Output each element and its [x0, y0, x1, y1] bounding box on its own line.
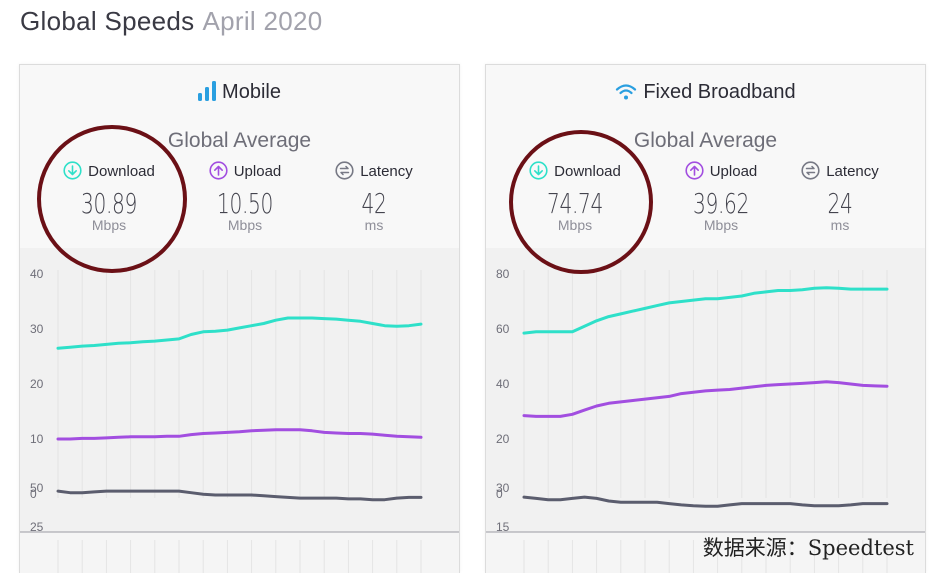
upload-value: 39.62 [693, 187, 749, 220]
upload-unit: Mbps [703, 217, 739, 233]
download-metric: Download 74.74 Mbps [515, 161, 635, 233]
latency-tick-label: 50 [30, 481, 44, 495]
download-unit: Mbps [91, 217, 127, 233]
upload-value: 10.50 [217, 187, 273, 220]
grid-lines [523, 270, 888, 573]
upload-line [56, 428, 423, 441]
latency-unit: ms [830, 217, 850, 233]
latency-tick-label: 30 [496, 481, 510, 495]
upload-unit: Mbps [227, 217, 263, 233]
download-unit: Mbps [557, 217, 593, 233]
download-line [56, 316, 423, 350]
y-tick-label: 0 [30, 487, 37, 501]
latency-tick-label: 25 [30, 520, 44, 534]
latency-chart-bg [486, 532, 925, 573]
global-average-label: Global Average [167, 129, 312, 152]
y-tick-label: 80 [496, 267, 510, 281]
download-value: 30.89 [81, 187, 137, 220]
latency-metric: Latency 24 ms [780, 161, 900, 233]
wifi-icon [615, 83, 637, 107]
y-tick-label: 40 [496, 377, 510, 391]
global-average-label: Global Average [633, 129, 778, 152]
latency-value: 24 [827, 187, 853, 220]
upload-label: Upload [233, 163, 282, 180]
upload-metric: Upload 10.50 Mbps [185, 161, 305, 233]
download-label: Download [88, 163, 155, 180]
y-tick-label: 0 [496, 487, 503, 501]
latency-icon [801, 161, 820, 184]
page-subtitle: April 2020 [202, 6, 323, 36]
upload-arrow-icon [209, 161, 228, 184]
download-metric: Download 30.89 Mbps [49, 161, 169, 233]
latency-tick-label: 15 [496, 520, 510, 534]
page-title-main: Global Speeds [20, 6, 195, 36]
page-title: Global Speeds April 2020 [20, 6, 323, 37]
y-tick-label: 40 [30, 267, 44, 281]
download-label: Download [554, 163, 621, 180]
fixed-broadband-chart: 0 20 40 60 80 15 30 [486, 267, 925, 573]
mobile-panel: Mobile Global Average Download 30.89 Mbp… [19, 64, 460, 573]
grid-lines [57, 270, 422, 573]
signal-bars-icon [198, 81, 217, 107]
latency-unit: ms [364, 217, 384, 233]
latency-metric: Latency 42 ms [314, 161, 434, 233]
y-tick-label: 30 [30, 322, 44, 336]
download-arrow-icon [63, 161, 82, 184]
latency-label: Latency [826, 163, 879, 180]
mobile-summary: Mobile Global Average Download 30.89 Mbp… [20, 65, 459, 248]
panel-title-text: Mobile [222, 81, 281, 103]
upload-arrow-icon [685, 161, 704, 184]
y-tick-label: 20 [30, 377, 44, 391]
y-tick-label: 10 [30, 432, 44, 446]
latency-chart-bg [20, 532, 459, 573]
upload-metric: Upload 39.62 Mbps [661, 161, 781, 233]
latency-line [56, 489, 423, 502]
upload-label: Upload [709, 163, 758, 180]
panel-title: Mobile [20, 81, 459, 107]
panel-title-text: Fixed Broadband [643, 81, 796, 103]
download-arrow-icon [529, 161, 548, 184]
latency-icon [335, 161, 354, 184]
latency-line [522, 495, 889, 508]
download-value: 74.74 [547, 187, 603, 220]
y-tick-label: 20 [496, 432, 510, 446]
panel-title: Fixed Broadband [486, 81, 925, 107]
latency-label: Latency [360, 163, 413, 180]
fixed-broadband-summary: Fixed Broadband Global Average Download … [486, 65, 925, 248]
latency-value: 42 [361, 187, 387, 220]
source-watermark: 数据来源：Speedtest [702, 536, 914, 560]
y-tick-label: 60 [496, 322, 510, 336]
fixed-broadband-panel: Fixed Broadband Global Average Download … [485, 64, 926, 573]
mobile-chart: 0 10 20 30 40 25 50 [20, 267, 459, 573]
download-line [522, 286, 889, 335]
upload-line [522, 380, 889, 418]
